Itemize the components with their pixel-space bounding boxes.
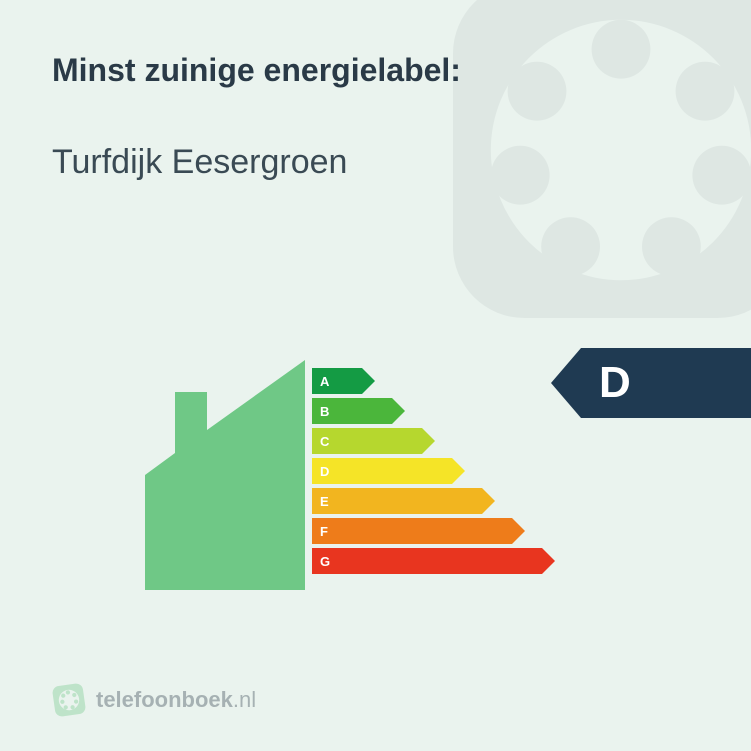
energy-bar-label: B — [320, 404, 329, 419]
location-name: Turfdijk Eesergroen — [52, 143, 699, 182]
energy-bar-c: C — [312, 428, 555, 454]
page-title: Minst zuinige energielabel: — [52, 52, 699, 89]
house-icon — [145, 360, 305, 590]
energy-bar-f: F — [312, 518, 555, 544]
footer-text: telefoonboek.nl — [96, 687, 256, 713]
energy-bar-label: A — [320, 374, 329, 389]
energy-bar-g: G — [312, 548, 555, 574]
energy-bar-e: E — [312, 488, 555, 514]
energy-bar-label: E — [320, 494, 329, 509]
footer-brand-bold: telefoonboek — [96, 687, 233, 712]
footer-brand: telefoonboek.nl — [52, 683, 256, 717]
rating-badge: D — [551, 348, 751, 418]
energy-bar-b: B — [312, 398, 555, 424]
energy-bar-a: A — [312, 368, 555, 394]
energy-bar-label: C — [320, 434, 329, 449]
energy-bar-d: D — [312, 458, 555, 484]
rating-letter: D — [599, 358, 631, 408]
footer-brand-light: .nl — [233, 687, 256, 712]
energy-bar-label: F — [320, 524, 328, 539]
energy-bar-label: G — [320, 554, 330, 569]
telefoonboek-icon — [52, 683, 86, 717]
energy-bars: ABCDEFG — [312, 368, 555, 578]
energy-bar-label: D — [320, 464, 329, 479]
